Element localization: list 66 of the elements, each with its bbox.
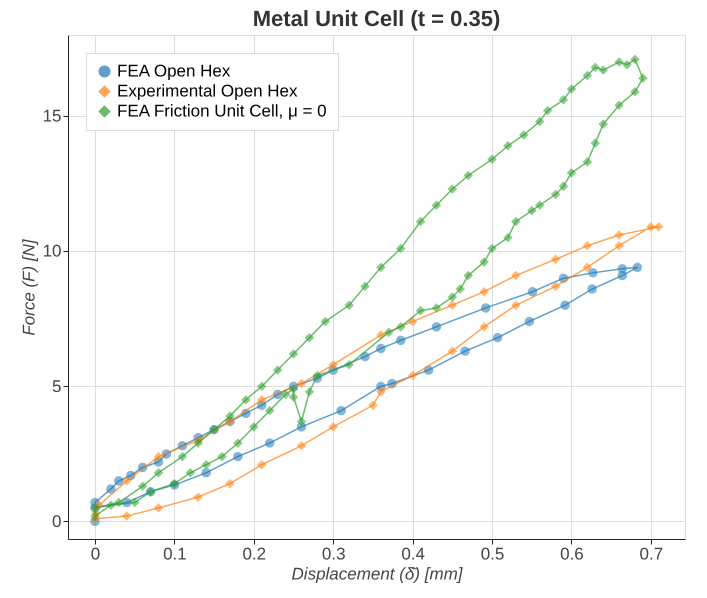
- point: [460, 346, 470, 356]
- point: [257, 460, 266, 470]
- x-tick-label: 0.6: [560, 544, 584, 564]
- y-tick-label: 5: [52, 376, 62, 396]
- point: [328, 422, 338, 432]
- point: [122, 476, 132, 486]
- x-axis-title: Displacement (δ̄) [mm]: [292, 564, 464, 584]
- point: [154, 452, 164, 462]
- point: [479, 286, 489, 296]
- x-tick-label: 0.2: [242, 544, 266, 564]
- point: [376, 386, 386, 396]
- point: [154, 503, 164, 513]
- legend-label: FEA Friction Unit Cell, μ = 0: [117, 102, 327, 120]
- point: [550, 254, 560, 264]
- point: [582, 262, 592, 272]
- point: [296, 441, 306, 451]
- point: [376, 344, 386, 354]
- point: [122, 511, 132, 521]
- point: [614, 230, 624, 240]
- point: [233, 452, 243, 462]
- point: [632, 262, 642, 272]
- x-tick-label: 0.1: [163, 544, 187, 564]
- y-tick-label: 0: [52, 512, 62, 531]
- point: [448, 346, 458, 356]
- point: [225, 478, 235, 488]
- point: [432, 322, 442, 332]
- point: [492, 332, 502, 342]
- point: [408, 370, 418, 380]
- point: [296, 378, 306, 388]
- x-tick-label: 0.3: [322, 544, 346, 564]
- point: [524, 316, 534, 326]
- chart-title: Metal Unit Cell (t = 0.35): [252, 6, 500, 31]
- point: [328, 360, 338, 370]
- point: [368, 400, 378, 410]
- y-tick-label: 15: [42, 106, 62, 126]
- point: [646, 222, 656, 232]
- y-tick-label: 10: [42, 242, 62, 261]
- point: [480, 303, 490, 313]
- point: [511, 300, 521, 310]
- point: [511, 270, 521, 280]
- point: [614, 241, 624, 251]
- legend-label: FEA Open Hex: [117, 62, 231, 80]
- point: [618, 264, 628, 274]
- point: [654, 222, 664, 232]
- point: [106, 484, 116, 494]
- y-axis-title: Force (F) [N]: [20, 238, 39, 336]
- point: [582, 241, 592, 251]
- point: [587, 284, 597, 294]
- point: [448, 300, 458, 310]
- point: [479, 322, 489, 332]
- point: [201, 468, 211, 478]
- point: [550, 282, 560, 292]
- point: [588, 268, 598, 278]
- point: [264, 438, 274, 448]
- point: [114, 476, 124, 486]
- point: [560, 300, 570, 310]
- x-tick-label: 0.4: [401, 544, 425, 564]
- point: [257, 395, 266, 405]
- point: [193, 492, 203, 502]
- point: [396, 336, 406, 346]
- x-tick-label: 0.7: [640, 544, 664, 564]
- point: [336, 406, 346, 416]
- x-tick-label: 0.5: [480, 544, 504, 564]
- point: [528, 286, 538, 296]
- legend-label: Experimental Open Hex: [117, 82, 298, 100]
- x-tick-label: 0: [90, 544, 100, 564]
